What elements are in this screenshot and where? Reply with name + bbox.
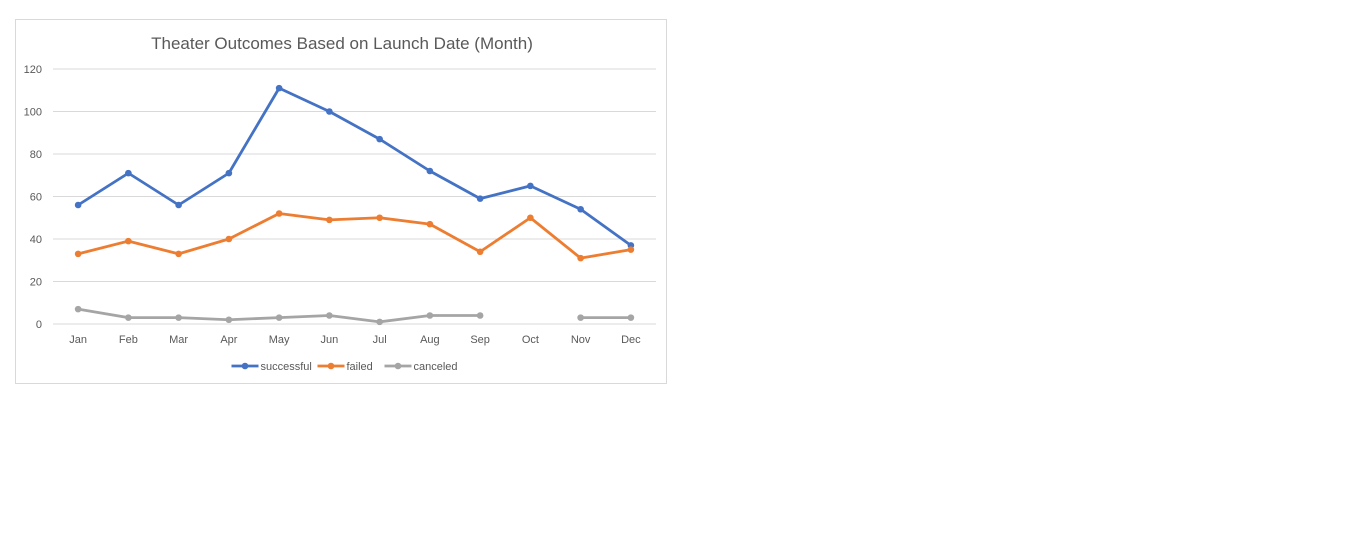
- x-tick-label: Aug: [420, 334, 440, 346]
- data-point-successful: [376, 135, 383, 143]
- data-point-failed: [376, 214, 383, 222]
- data-point-successful: [175, 201, 182, 209]
- x-tick-label: Apr: [220, 334, 237, 346]
- series-line-successful: [76, 86, 633, 247]
- data-point-canceled: [125, 314, 132, 321]
- data-point-failed: [627, 246, 635, 253]
- data-point-failed: [125, 237, 132, 245]
- data-point-canceled: [275, 314, 283, 321]
- data-point-successful: [275, 84, 283, 92]
- chart-title: Theater Outcomes Based on Launch Date (M…: [151, 34, 533, 53]
- x-tick-label: Dec: [621, 334, 641, 346]
- series-canceled: [74, 305, 635, 326]
- data-point-canceled: [577, 314, 584, 321]
- legend-marker-successful: [241, 362, 249, 370]
- data-point-failed: [326, 216, 333, 224]
- y-tick-label: 100: [24, 107, 42, 119]
- legend-label: successful: [261, 361, 312, 373]
- x-tick-label: May: [269, 334, 290, 346]
- data-point-canceled: [225, 316, 233, 324]
- data-point-failed: [74, 250, 82, 258]
- y-tick-label: 80: [30, 149, 42, 161]
- data-point-canceled: [74, 305, 82, 313]
- x-tick-label: Oct: [522, 334, 539, 346]
- legend: successful failed canceled: [231, 361, 458, 373]
- y-tick-label: 120: [24, 64, 42, 76]
- legend-item-canceled: canceled: [384, 361, 458, 373]
- legend-label: canceled: [414, 361, 458, 373]
- data-point-failed: [577, 254, 584, 262]
- chart-area: Theater Outcomes Based on Launch Date (M…: [15, 19, 667, 384]
- data-point-successful: [225, 169, 233, 177]
- y-tick-label: 40: [30, 234, 42, 246]
- data-point-failed: [275, 210, 283, 217]
- data-point-canceled: [627, 314, 635, 321]
- legend-item-successful: successful: [231, 361, 312, 373]
- legend-marker-canceled: [394, 362, 402, 370]
- legend-item-failed: failed: [317, 361, 373, 373]
- x-tick-label: Sep: [470, 334, 490, 346]
- data-point-canceled: [175, 314, 182, 321]
- x-tick-label: Jun: [321, 334, 339, 346]
- data-point-canceled: [376, 318, 383, 326]
- data-point-successful: [74, 201, 82, 209]
- y-tick-label: 0: [36, 319, 42, 331]
- y-tick-label: 20: [30, 277, 42, 289]
- series-successful: [74, 84, 635, 249]
- series-group: [74, 84, 635, 326]
- x-axis-ticks: Jan Feb Mar Apr May Jun Jul Aug Sep Oct Nov Dec: [69, 334, 641, 346]
- x-tick-label: Nov: [571, 334, 591, 346]
- data-point-failed: [175, 250, 182, 258]
- data-point-canceled: [326, 312, 333, 319]
- series-line-failed: [76, 212, 633, 260]
- gridlines: [53, 68, 656, 325]
- series-failed: [74, 210, 635, 262]
- data-point-successful: [426, 167, 434, 175]
- data-point-successful: [577, 205, 584, 213]
- x-tick-label: Feb: [119, 334, 138, 346]
- data-point-canceled: [426, 312, 434, 319]
- data-point-successful: [527, 182, 534, 190]
- data-point-failed: [426, 220, 434, 228]
- data-point-successful: [125, 169, 132, 177]
- data-point-failed: [476, 248, 484, 256]
- data-point-failed: [527, 214, 534, 222]
- data-point-failed: [225, 235, 233, 243]
- data-point-canceled: [476, 312, 484, 319]
- x-tick-label: Jul: [373, 334, 387, 346]
- line-chart: Theater Outcomes Based on Launch Date (M…: [24, 34, 656, 373]
- x-tick-label: Jan: [69, 334, 87, 346]
- data-point-successful: [476, 195, 484, 202]
- legend-label: failed: [347, 361, 373, 373]
- x-tick-label: Mar: [169, 334, 188, 346]
- legend-marker-failed: [327, 362, 335, 370]
- y-axis-ticks: 0 20 40 60 80 100 120: [24, 64, 42, 331]
- y-tick-label: 60: [30, 192, 42, 204]
- data-point-successful: [326, 108, 333, 115]
